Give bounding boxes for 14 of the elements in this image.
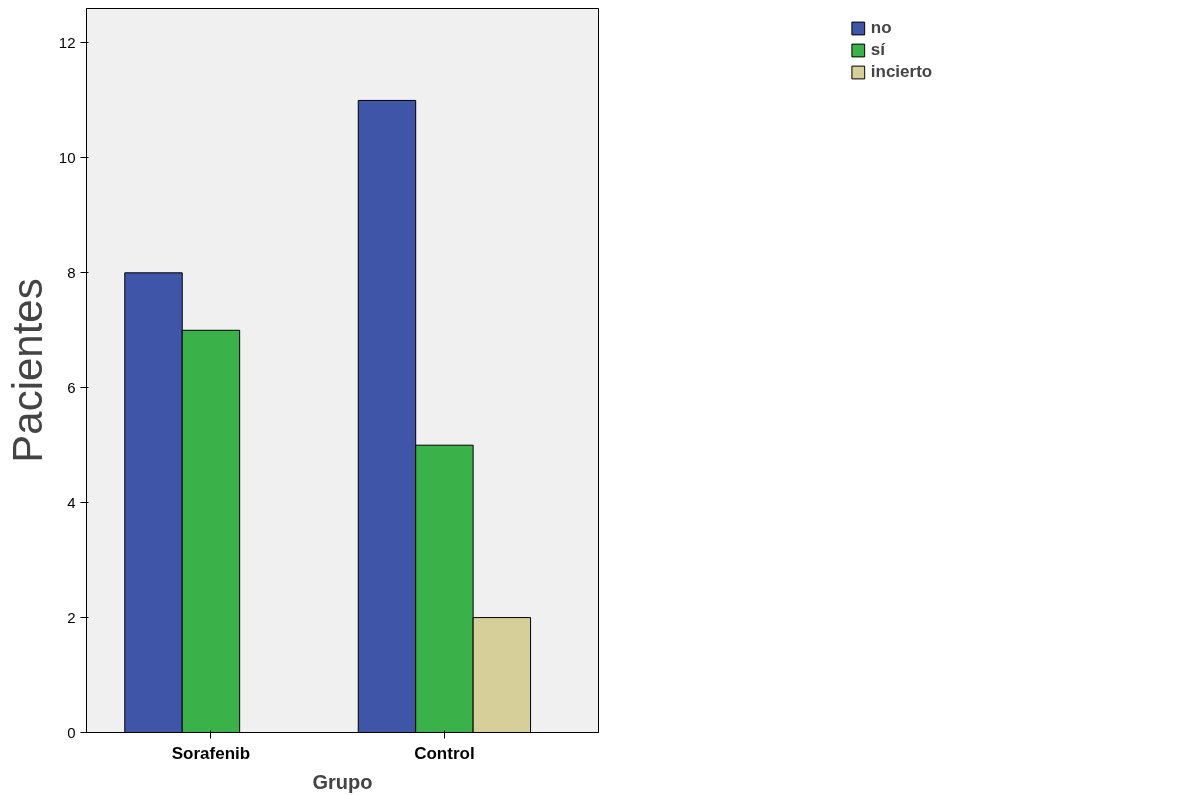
legend-label: sí (870, 40, 887, 60)
x-tick-label: Sorafenib (171, 743, 251, 763)
legend-label: no (870, 18, 892, 38)
y-tick-label: 2 (67, 608, 76, 626)
y-tick-label: 10 (58, 148, 76, 166)
x-tick-label: Control (414, 743, 475, 763)
legend-label: incierto (870, 62, 933, 82)
y-axis-title: Pacientes (3, 278, 51, 463)
y-tick-label: 0 (67, 723, 76, 741)
y-tick-label: 8 (67, 263, 76, 281)
x-axis-title: Grupo (312, 770, 373, 793)
y-tick-label: 4 (67, 493, 76, 511)
y-tick-label: 6 (67, 378, 76, 396)
y-tick-label: 12 (58, 33, 76, 51)
